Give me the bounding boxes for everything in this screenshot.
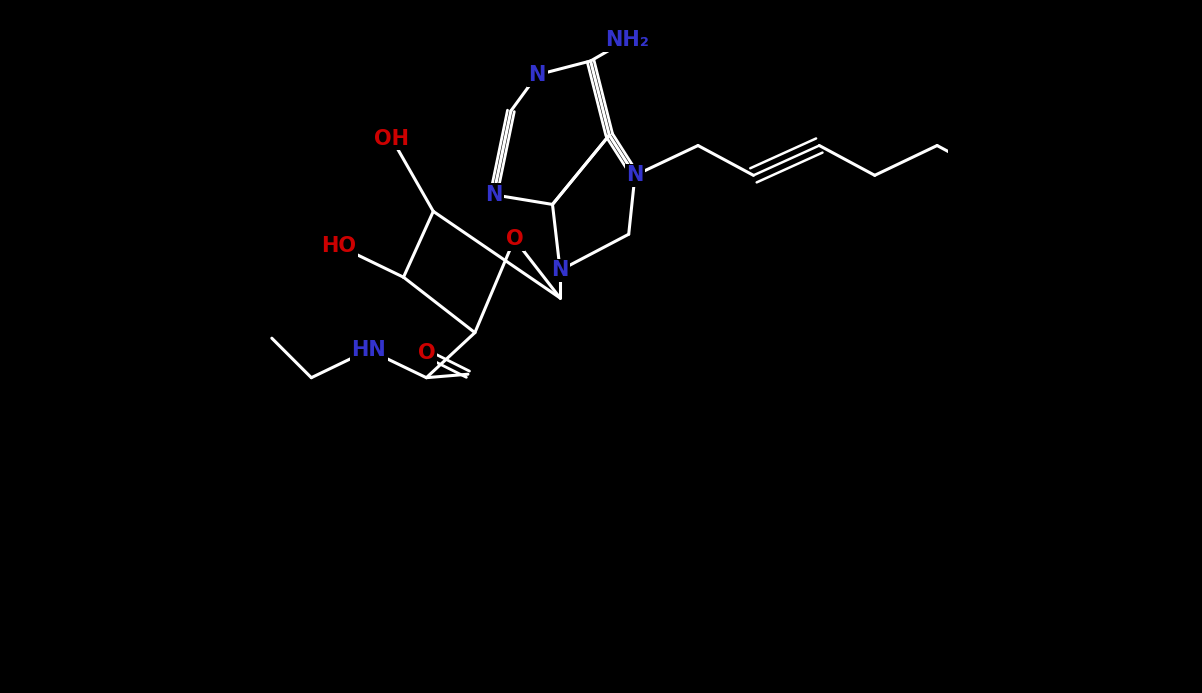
Text: N: N <box>626 166 643 185</box>
Text: OH: OH <box>374 129 409 148</box>
Text: HO: HO <box>322 236 357 256</box>
Text: HN: HN <box>351 340 386 360</box>
Text: NH₂: NH₂ <box>605 30 649 50</box>
Text: O: O <box>417 344 435 363</box>
Text: N: N <box>552 261 569 280</box>
Text: O: O <box>506 229 523 249</box>
Text: N: N <box>529 65 546 85</box>
Text: N: N <box>484 185 502 204</box>
